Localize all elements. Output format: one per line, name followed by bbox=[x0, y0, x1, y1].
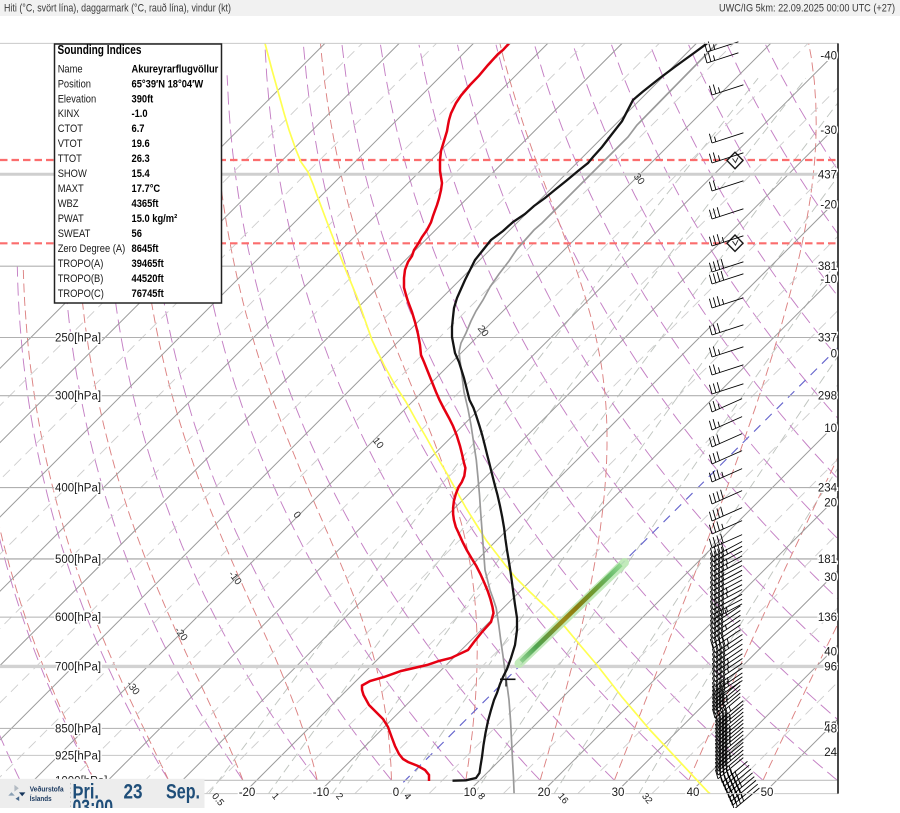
svg-text:6.7: 6.7 bbox=[132, 123, 145, 135]
svg-text:65°39′N 18°04′W: 65°39′N 18°04′W bbox=[132, 78, 204, 90]
svg-text:56: 56 bbox=[132, 228, 142, 240]
svg-text:925[hPa]: 925[hPa] bbox=[55, 750, 101, 762]
svg-text:Zero Degree (A): Zero Degree (A) bbox=[58, 243, 126, 255]
svg-text:-10: -10 bbox=[313, 787, 330, 799]
svg-text:44520ft: 44520ft bbox=[132, 273, 164, 285]
svg-text:381: 381 bbox=[818, 261, 837, 273]
svg-text:39465ft: 39465ft bbox=[132, 258, 164, 270]
svg-text:298: 298 bbox=[818, 391, 837, 403]
svg-text:8645ft: 8645ft bbox=[132, 243, 159, 255]
svg-text:VTOT: VTOT bbox=[58, 138, 83, 150]
svg-text:600[hPa]: 600[hPa] bbox=[55, 612, 101, 624]
svg-text:400[hPa]: 400[hPa] bbox=[55, 483, 101, 495]
svg-text:Sep.: Sep. bbox=[166, 781, 200, 804]
svg-text:700[hPa]: 700[hPa] bbox=[55, 661, 101, 673]
svg-text:TTOT: TTOT bbox=[58, 153, 82, 165]
svg-text:23: 23 bbox=[124, 781, 143, 804]
svg-text:10: 10 bbox=[824, 423, 837, 435]
svg-text:03:00: 03:00 bbox=[73, 796, 114, 808]
svg-text:KINX: KINX bbox=[58, 108, 80, 120]
svg-text:SWEAT: SWEAT bbox=[58, 228, 91, 240]
svg-text:MAXT: MAXT bbox=[58, 183, 84, 195]
svg-text:15.0 kg/m²: 15.0 kg/m² bbox=[132, 213, 178, 225]
svg-text:SHOW: SHOW bbox=[58, 168, 88, 180]
svg-text:0: 0 bbox=[831, 349, 837, 361]
svg-text:-1.0: -1.0 bbox=[132, 108, 148, 120]
svg-text:Íslands: Íslands bbox=[30, 794, 52, 803]
svg-text:48: 48 bbox=[824, 723, 837, 735]
svg-text:-40: -40 bbox=[820, 51, 837, 63]
svg-text:234: 234 bbox=[818, 483, 838, 495]
svg-text:0: 0 bbox=[393, 787, 399, 799]
svg-text:-20: -20 bbox=[820, 200, 837, 212]
svg-text:-10: -10 bbox=[820, 274, 837, 286]
svg-text:181: 181 bbox=[818, 554, 837, 566]
svg-text:300[hPa]: 300[hPa] bbox=[55, 391, 101, 403]
svg-text:500[hPa]: 500[hPa] bbox=[55, 554, 101, 566]
svg-text:437: 437 bbox=[818, 169, 837, 181]
svg-text:250[hPa]: 250[hPa] bbox=[55, 333, 101, 345]
svg-text:Hiti (°C, svört lína), daggarm: Hiti (°C, svört lína), daggarmark (°C, r… bbox=[4, 3, 231, 15]
svg-text:CTOT: CTOT bbox=[58, 123, 84, 135]
svg-text:TROPO(A): TROPO(A) bbox=[58, 258, 104, 270]
svg-text:-30: -30 bbox=[820, 125, 837, 137]
svg-text:Elevation: Elevation bbox=[58, 93, 96, 105]
svg-text:4365ft: 4365ft bbox=[132, 198, 159, 210]
svg-text:850[hPa]: 850[hPa] bbox=[55, 723, 101, 735]
svg-text:26.3: 26.3 bbox=[132, 153, 150, 165]
svg-text:-20: -20 bbox=[239, 787, 256, 799]
svg-text:PWAT: PWAT bbox=[58, 213, 84, 225]
svg-text:136: 136 bbox=[818, 612, 837, 624]
svg-text:15.4: 15.4 bbox=[132, 168, 151, 180]
svg-text:24: 24 bbox=[824, 747, 837, 759]
svg-text:UWC/IG 5km: 22.09.2025 00:00 U: UWC/IG 5km: 22.09.2025 00:00 UTC (+27) bbox=[719, 3, 895, 15]
svg-text:WBZ: WBZ bbox=[58, 198, 79, 210]
svg-text:19.6: 19.6 bbox=[132, 138, 150, 150]
svg-text:20: 20 bbox=[824, 498, 837, 510]
svg-text:10: 10 bbox=[464, 787, 477, 799]
svg-text:17.7°C: 17.7°C bbox=[132, 183, 161, 195]
svg-text:TROPO(C): TROPO(C) bbox=[58, 288, 104, 300]
svg-text:30: 30 bbox=[824, 572, 837, 584]
svg-text:30: 30 bbox=[612, 787, 625, 799]
svg-text:50: 50 bbox=[761, 787, 774, 799]
svg-text:Sounding Indices: Sounding Indices bbox=[58, 43, 142, 57]
svg-text:40: 40 bbox=[687, 787, 700, 799]
svg-text:40: 40 bbox=[824, 647, 837, 659]
svg-text:Akureyrarflugvöllur: Akureyrarflugvöllur bbox=[132, 63, 219, 75]
svg-text:96: 96 bbox=[824, 661, 837, 673]
svg-text:76745ft: 76745ft bbox=[132, 288, 164, 300]
svg-text:20: 20 bbox=[538, 787, 551, 799]
svg-text:Name: Name bbox=[58, 63, 83, 75]
svg-text:337: 337 bbox=[818, 333, 837, 345]
svg-text:390ft: 390ft bbox=[132, 93, 154, 105]
svg-text:Veðurstofa: Veðurstofa bbox=[30, 784, 64, 793]
svg-text:TROPO(B): TROPO(B) bbox=[58, 273, 104, 285]
svg-text:Position: Position bbox=[58, 78, 91, 90]
